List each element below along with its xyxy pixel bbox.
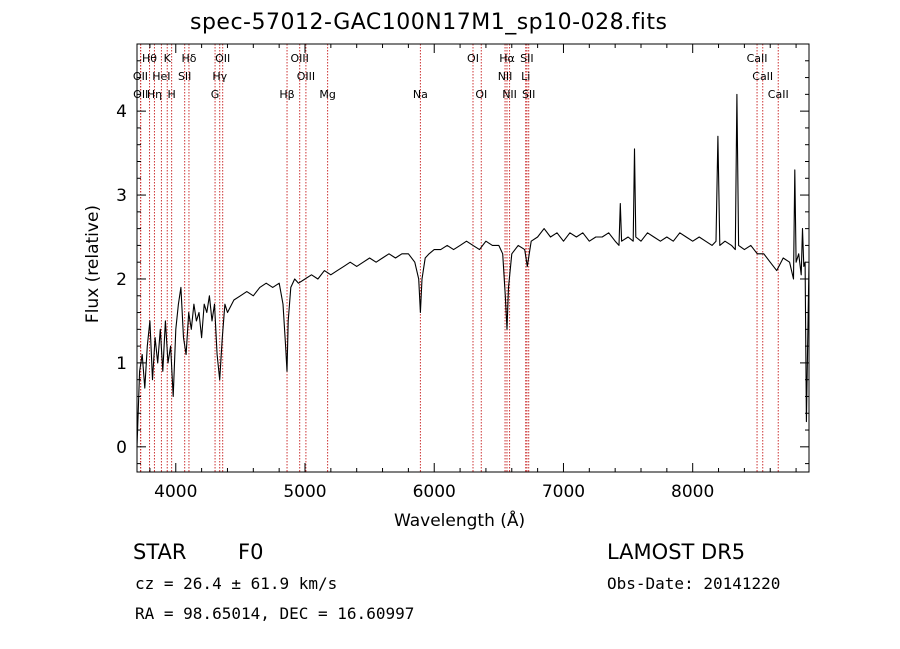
spectrum-line [136,93,810,447]
line-label: SII [178,70,191,83]
line-label: H [167,88,175,101]
survey-label: LAMOST DR5 [607,540,746,564]
line-label: G [211,88,220,101]
line-labels: Hθ K Hδ OII OIII OI Hα SII CaII OII HeI SII Hγ OIII NI… [133,52,789,101]
line-label: OI [475,88,487,101]
x-tick-label: 8000 [671,482,714,502]
axis-ticks: 4000 5000 6000 7000 8000 0 1 2 3 4 [116,44,809,502]
line-label: NII [498,70,513,83]
chart-title: spec-57012-GAC100N17M1_sp10-028.fits [190,10,668,35]
line-label: Hγ [212,70,227,83]
line-label: Li [521,70,530,83]
line-label: OII [215,52,230,65]
line-label: NII [502,88,517,101]
y-tick-label: 4 [116,102,127,122]
line-label: OI [467,52,479,65]
redshift-cz: cz = 26.4 ± 61.9 km/s [135,574,338,593]
line-label: Hη [147,88,162,101]
plot-frame [136,43,810,473]
line-label: OIII [297,70,315,83]
y-tick-label: 2 [116,270,127,290]
x-tick-label: 7000 [542,482,585,502]
line-label: CaII [752,70,773,83]
line-label: HeI [152,70,170,83]
y-tick-label: 1 [116,354,127,374]
line-label: OII [133,88,148,101]
object-subclass: F0 [238,540,264,564]
ra-dec: RA = 98.65014, DEC = 16.60997 [135,604,415,623]
spectrum-series [136,93,810,447]
object-class: STAR [133,540,187,564]
x-tick-label: 4000 [154,482,197,502]
line-label: CaII [768,88,789,101]
x-tick-label: 6000 [413,482,456,502]
spectral-line-markers [139,44,779,472]
x-axis-label: Wavelength (Å) [394,511,526,531]
line-label: Hβ [279,88,294,101]
y-tick-label: 3 [116,186,127,206]
line-label: Hθ [142,52,157,65]
obs-date: Obs-Date: 20141220 [607,574,781,593]
y-axis-label: Flux (relative) [83,204,103,324]
line-label: K [164,52,172,65]
line-label: Mg [319,88,335,101]
line-label: Hα [499,52,515,65]
line-label: SII [520,52,533,65]
line-label: Na [413,88,428,101]
line-label: SII [522,88,535,101]
y-tick-label: 0 [116,438,127,458]
x-tick-label: 5000 [283,482,326,502]
line-label: Hδ [181,52,196,65]
line-label: OIII [291,52,309,65]
line-label: OII [133,70,148,83]
line-label: CaII [747,52,768,65]
